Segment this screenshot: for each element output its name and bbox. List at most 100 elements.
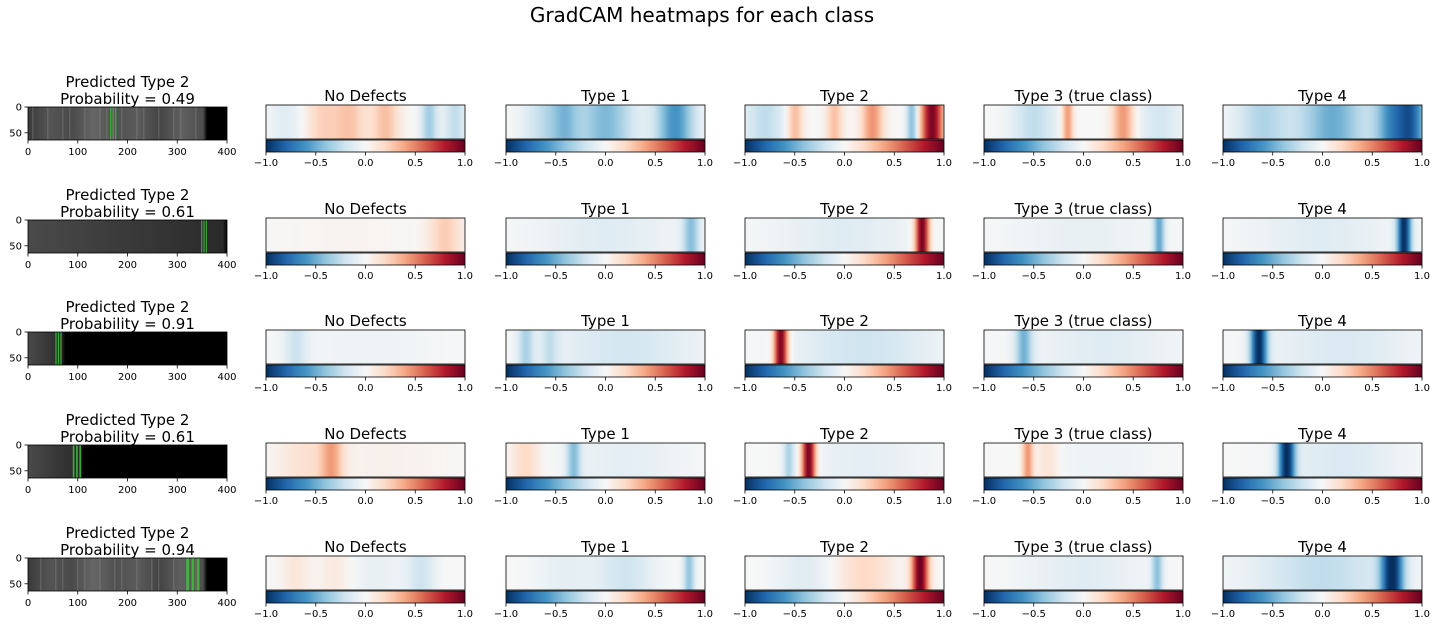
colorbar-tick-label: −0.5 <box>1261 271 1285 282</box>
colorbar <box>1223 365 1422 377</box>
colorbar-tick-label: 0.0 <box>1315 271 1331 282</box>
row-probability-title: Probability = 0.94 <box>60 541 195 559</box>
input-image-streak <box>195 558 197 591</box>
colorbar-tick-label: −0.5 <box>783 271 807 282</box>
colorbar-tick-label: −1.0 <box>494 609 518 620</box>
colorbar-tick-label: −1.0 <box>1211 158 1235 169</box>
heatmap-image <box>984 105 1183 139</box>
colorbar-tick-label: 0.5 <box>407 609 423 620</box>
heatmap-panel-4-2: Type 1 −1.0 −0.5 0.0 0.5 1.0 <box>494 425 713 507</box>
colorbar-tick-label: 1.0 <box>457 609 473 620</box>
heatmap-image <box>984 556 1183 590</box>
input-image-texture <box>28 445 227 478</box>
colorbar-tick-label: −1.0 <box>1211 271 1235 282</box>
image-xtick-label: 200 <box>118 485 137 496</box>
colorbar <box>984 591 1183 603</box>
image-xtick-label: 0 <box>25 260 31 271</box>
colorbar <box>984 253 1183 265</box>
colorbar-tick-label: 0.5 <box>886 383 902 394</box>
colorbar-tick-label: −1.0 <box>733 496 757 507</box>
input-image-streak <box>84 558 86 591</box>
input-image-texture <box>28 220 227 253</box>
image-xtick-label: 0 <box>25 485 31 496</box>
colorbar-tick-label: 0.5 <box>886 496 902 507</box>
heatmap-title: Type 3 (true class) <box>1013 425 1152 443</box>
heatmap-panel-5-1: No Defects −1.0 −0.5 0.0 0.5 1.0 <box>254 538 473 620</box>
heatmap-panel-1-1: No Defects −1.0 −0.5 0.0 0.5 1.0 <box>254 87 473 169</box>
row-prediction-title: Predicted Type 2 <box>66 73 190 91</box>
image-ytick-label: 50 <box>9 353 22 364</box>
colorbar-tick-label: 0.0 <box>1076 609 1092 620</box>
input-image-streak <box>143 107 145 140</box>
colorbar-tick-label: −0.5 <box>783 158 807 169</box>
input-image-streak <box>40 558 42 591</box>
heatmap-image <box>745 556 944 590</box>
heatmap-frame <box>983 104 1184 140</box>
heatmap-image <box>266 556 465 590</box>
image-xtick-label: 0 <box>25 598 31 609</box>
image-xtick-label: 300 <box>168 147 187 158</box>
heatmap-frame <box>744 217 945 253</box>
image-ytick-label: 50 <box>9 128 22 139</box>
colorbar-tick-label: 0.5 <box>647 271 663 282</box>
defect-mask-band <box>191 558 195 591</box>
colorbar-tick-label: −1.0 <box>494 496 518 507</box>
colorbar-tick-label: −0.5 <box>1261 496 1285 507</box>
colorbar-tick-label: 0.5 <box>1125 158 1141 169</box>
heatmap-title: Type 3 (true class) <box>1013 312 1152 330</box>
colorbar-tick-label: −0.5 <box>304 383 328 394</box>
heatmap-title: Type 4 <box>1297 538 1347 556</box>
heatmap-frame <box>744 329 945 365</box>
input-image-texture <box>28 107 227 140</box>
colorbar <box>984 140 1183 152</box>
heatmap-panel-1-5: Type 4 −1.0 −0.5 0.0 0.5 1.0 <box>1211 87 1430 169</box>
heatmap-image <box>1223 556 1422 590</box>
colorbar-tick-label: −1.0 <box>733 383 757 394</box>
colorbar-tick-label: −0.5 <box>1261 158 1285 169</box>
colorbar-tick-label: −0.5 <box>1261 383 1285 394</box>
colorbar-tick-label: −0.5 <box>544 158 568 169</box>
colorbar-tick-label: −0.5 <box>544 496 568 507</box>
colorbar-tick-label: 1.0 <box>457 496 473 507</box>
heatmap-title: Type 1 <box>580 538 630 556</box>
image-xtick-label: 300 <box>168 372 187 383</box>
colorbar-tick-label: 0.5 <box>407 383 423 394</box>
colorbar-tick-label: 0.0 <box>837 383 853 394</box>
defect-mask-band <box>112 107 114 140</box>
input-image-streak <box>77 558 79 591</box>
colorbar-tick-label: 1.0 <box>697 271 713 282</box>
colorbar-tick-label: 0.5 <box>1364 383 1380 394</box>
colorbar <box>266 253 465 265</box>
image-xtick-label: 200 <box>118 372 137 383</box>
colorbar <box>266 140 465 152</box>
image-ytick-label: 0 <box>16 103 22 114</box>
colorbar-tick-label: −0.5 <box>304 271 328 282</box>
heatmap-panel-5-4: Type 3 (true class) −1.0 −0.5 0.0 0.5 1.0 <box>972 538 1191 620</box>
colorbar-tick-label: 0.5 <box>1125 496 1141 507</box>
row-prediction-title: Predicted Type 2 <box>66 411 190 429</box>
colorbar <box>1223 253 1422 265</box>
image-xtick-label: 0 <box>25 372 31 383</box>
colorbar-tick-label: 0.0 <box>1315 383 1331 394</box>
colorbar-tick-label: 0.0 <box>837 609 853 620</box>
heatmap-panel-1-2: Type 1 −1.0 −0.5 0.0 0.5 1.0 <box>494 87 713 169</box>
colorbar-tick-label: 0.0 <box>598 496 614 507</box>
heatmap-title: Type 1 <box>580 87 630 105</box>
colorbar-tick-label: 1.0 <box>1175 609 1191 620</box>
figure-title: GradCAM heatmaps for each class <box>530 3 874 27</box>
colorbar-tick-label: −1.0 <box>254 609 278 620</box>
colorbar-tick-label: −1.0 <box>972 496 996 507</box>
heatmap-frame <box>983 555 1184 591</box>
colorbar-tick-label: −0.5 <box>304 609 328 620</box>
input-image-streak <box>173 107 175 140</box>
heatmap-image <box>506 556 705 590</box>
image-xtick-label: 100 <box>68 260 87 271</box>
colorbar-tick-label: 0.0 <box>598 271 614 282</box>
heatmap-title: Type 2 <box>819 538 869 556</box>
colorbar-tick-label: 1.0 <box>936 383 952 394</box>
image-xtick-label: 200 <box>118 147 137 158</box>
colorbar-tick-label: −0.5 <box>544 271 568 282</box>
colorbar-tick-label: 0.5 <box>1364 271 1380 282</box>
heatmap-image <box>506 330 705 364</box>
